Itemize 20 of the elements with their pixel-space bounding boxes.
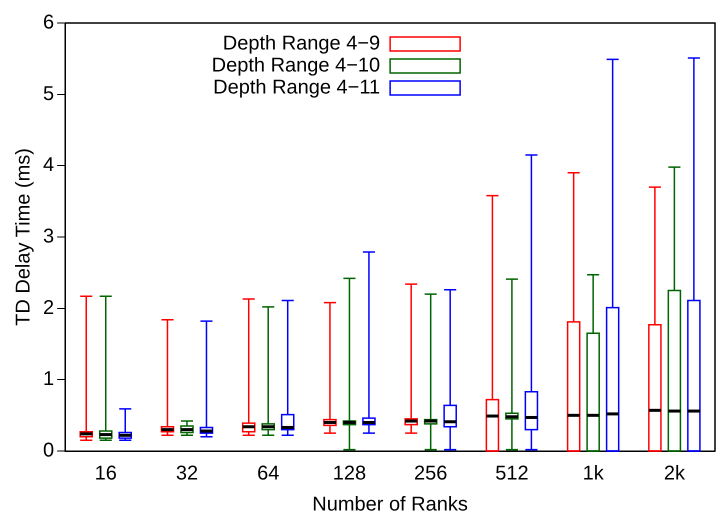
y-tick-label: 2: [43, 296, 54, 319]
y-tick-label: 6: [43, 12, 54, 34]
y-axis-title: TD Delay Time (ms): [12, 148, 35, 326]
y-tick-label: 0: [43, 440, 54, 462]
y-tick-label: 1: [43, 368, 54, 390]
x-tick-label: 256: [414, 462, 448, 485]
x-tick-label: 2k: [664, 462, 686, 485]
x-tick-label: 64: [257, 462, 280, 485]
legend-label: Depth Range 4−9: [222, 32, 380, 55]
y-tick-label: 5: [43, 82, 54, 105]
legend-label: Depth Range 4−11: [213, 76, 380, 99]
x-tick-label: 128: [332, 462, 366, 485]
x-tick-label: 16: [94, 462, 117, 485]
legend-label: Depth Range 4−10: [212, 54, 380, 77]
x-tick-label: 1k: [582, 462, 605, 485]
x-tick-label: 32: [176, 462, 198, 485]
y-tick-label: 3: [43, 226, 54, 248]
x-tick-label: 512: [495, 462, 529, 485]
x-axis-title: Number of Ranks: [312, 494, 468, 516]
y-tick-label: 4: [43, 154, 54, 176]
